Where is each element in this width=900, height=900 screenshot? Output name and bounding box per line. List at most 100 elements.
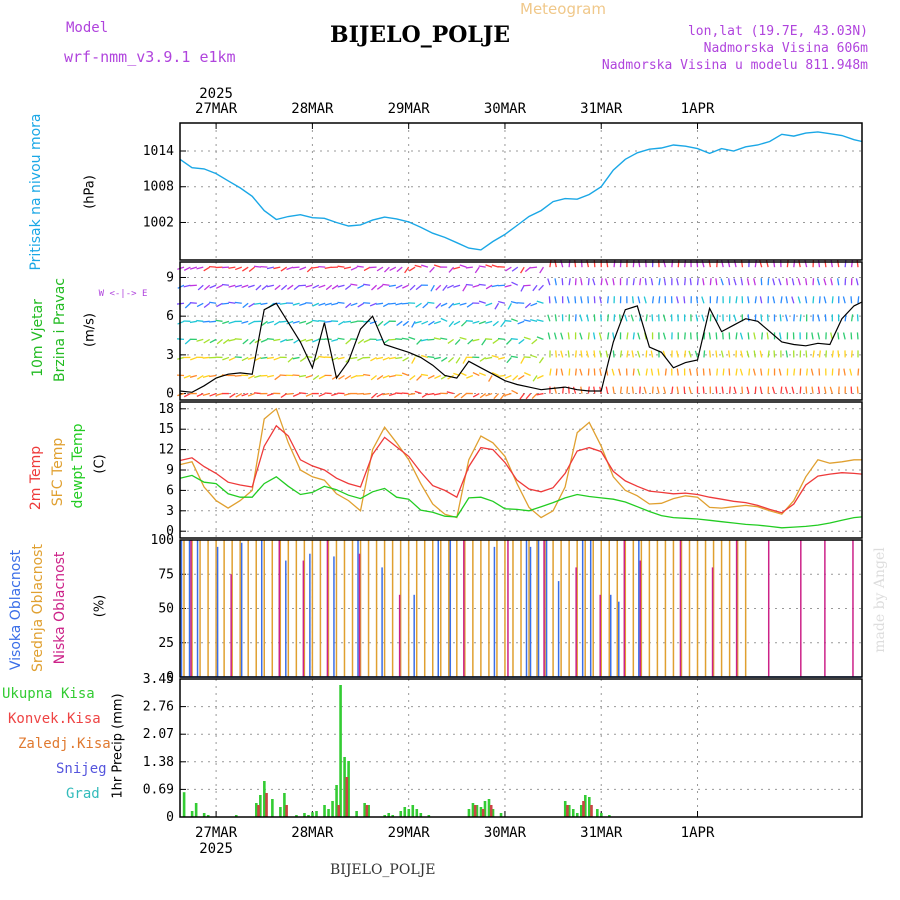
wind-arrow bbox=[203, 338, 211, 344]
wind-arrow bbox=[566, 296, 570, 304]
wind-arrow bbox=[643, 296, 647, 304]
wind-arrow bbox=[799, 314, 802, 322]
wind-arrow bbox=[733, 278, 737, 286]
precip-label-hail: Grad bbox=[66, 786, 100, 802]
wind-arrow bbox=[785, 278, 789, 286]
wind-arrow bbox=[701, 314, 705, 322]
date-label-bottom: 29MAR bbox=[388, 825, 431, 841]
wind-arrow bbox=[247, 356, 255, 360]
wind-arrow bbox=[395, 284, 403, 289]
wind-arrow bbox=[785, 314, 789, 322]
wind-arrow bbox=[216, 302, 223, 308]
wind-arrow bbox=[761, 332, 764, 340]
wind-arrow bbox=[222, 356, 230, 361]
wind-arrow bbox=[626, 350, 629, 358]
panel-frame bbox=[179, 122, 863, 261]
wind-arrow bbox=[637, 368, 641, 376]
wind-arrow bbox=[696, 278, 699, 286]
wind-arrow bbox=[183, 392, 191, 398]
wind-arrow bbox=[632, 278, 635, 286]
wind-arrow bbox=[554, 296, 557, 304]
wind-arrow bbox=[266, 338, 274, 341]
precip-total-bar bbox=[411, 805, 415, 817]
y-tick-label: 0 bbox=[166, 524, 174, 539]
y-tick-label: 2.07 bbox=[143, 727, 174, 742]
wind-arrow bbox=[553, 332, 557, 340]
wind-arrow bbox=[241, 284, 249, 288]
wind-arrow bbox=[823, 296, 827, 304]
wind-arrow bbox=[305, 392, 313, 397]
wind-arrow bbox=[478, 300, 486, 304]
wind-arrow bbox=[402, 320, 410, 327]
wind-arrow bbox=[472, 284, 480, 288]
y-tick-label: 0 bbox=[166, 810, 174, 825]
y-tick-label: 12 bbox=[158, 443, 174, 458]
wind-arrow bbox=[189, 266, 198, 270]
wind-arrow bbox=[593, 350, 596, 358]
wind-arrow bbox=[592, 332, 596, 340]
wind-arrow bbox=[754, 296, 757, 304]
wind-arrow bbox=[805, 368, 808, 376]
wind-arrow bbox=[228, 301, 236, 304]
wind-arrow bbox=[388, 338, 396, 341]
wind-arrow bbox=[241, 392, 249, 397]
wind-arrow bbox=[600, 278, 603, 286]
date-label-top: 28MAR bbox=[291, 101, 334, 117]
wind-arrow bbox=[791, 386, 795, 394]
wind-arrow bbox=[671, 260, 674, 268]
wind-arrow bbox=[248, 302, 255, 308]
wind-arrow bbox=[286, 338, 294, 342]
wind-arrow bbox=[408, 336, 416, 341]
y-tick-label: 3 bbox=[166, 504, 174, 519]
wind-arrow bbox=[619, 386, 623, 394]
wind-arrow bbox=[455, 357, 461, 364]
wind-arrow bbox=[735, 368, 738, 376]
wind-arrow bbox=[273, 320, 281, 326]
y-tick-label: 0.69 bbox=[143, 782, 174, 797]
wind-arrow bbox=[395, 302, 403, 306]
wind-arrow bbox=[510, 355, 518, 359]
wind-arrow bbox=[337, 265, 345, 268]
wind-arrow bbox=[350, 266, 358, 271]
wind-arrow bbox=[177, 320, 185, 325]
wind-arrow bbox=[247, 392, 255, 397]
wind-arrow bbox=[485, 264, 493, 268]
wind-arrow bbox=[465, 283, 473, 286]
wind-arrow bbox=[453, 266, 461, 270]
wind-arrow bbox=[427, 301, 435, 304]
wind-arrow bbox=[459, 372, 467, 377]
wind-arrow bbox=[497, 337, 506, 341]
wind-arrow bbox=[684, 260, 687, 268]
wind-arrow bbox=[254, 392, 262, 395]
wind-arrow bbox=[574, 368, 577, 376]
wind-arrow bbox=[639, 278, 642, 286]
precip-label-conv: Konvek.Kisa bbox=[8, 711, 101, 727]
wind-arrow bbox=[722, 332, 724, 340]
wind-arrow bbox=[727, 278, 731, 286]
precip-total-bar bbox=[194, 803, 198, 817]
y-tick-label: 15 bbox=[158, 422, 174, 437]
wind-arrow bbox=[850, 296, 853, 304]
wind-arrow bbox=[279, 374, 287, 377]
wind-arrow bbox=[324, 392, 332, 395]
wind-arrow bbox=[644, 260, 647, 268]
wind-arrow bbox=[357, 284, 365, 289]
model-altitude-text: Nadmorska Visina u modelu 811.948m bbox=[601, 58, 868, 73]
wind-arrow bbox=[804, 296, 808, 304]
wind-arrow bbox=[701, 296, 705, 304]
wind-arrow bbox=[517, 320, 525, 325]
wind-arrow bbox=[234, 356, 242, 359]
wind-arrow bbox=[683, 386, 686, 394]
wind-arrow bbox=[377, 320, 384, 327]
wind-arrow bbox=[517, 302, 525, 304]
wind-arrow bbox=[416, 338, 422, 345]
wind-arrow bbox=[414, 390, 422, 395]
wind-arrow bbox=[325, 284, 333, 291]
y-tick-label: 75 bbox=[158, 567, 174, 582]
wind-arrow bbox=[209, 392, 217, 397]
wind-arrow bbox=[715, 278, 718, 286]
wind-arrow bbox=[716, 296, 719, 304]
wind-arrow bbox=[531, 393, 538, 400]
precip-label-total: Ukupna Kisa bbox=[2, 686, 95, 702]
